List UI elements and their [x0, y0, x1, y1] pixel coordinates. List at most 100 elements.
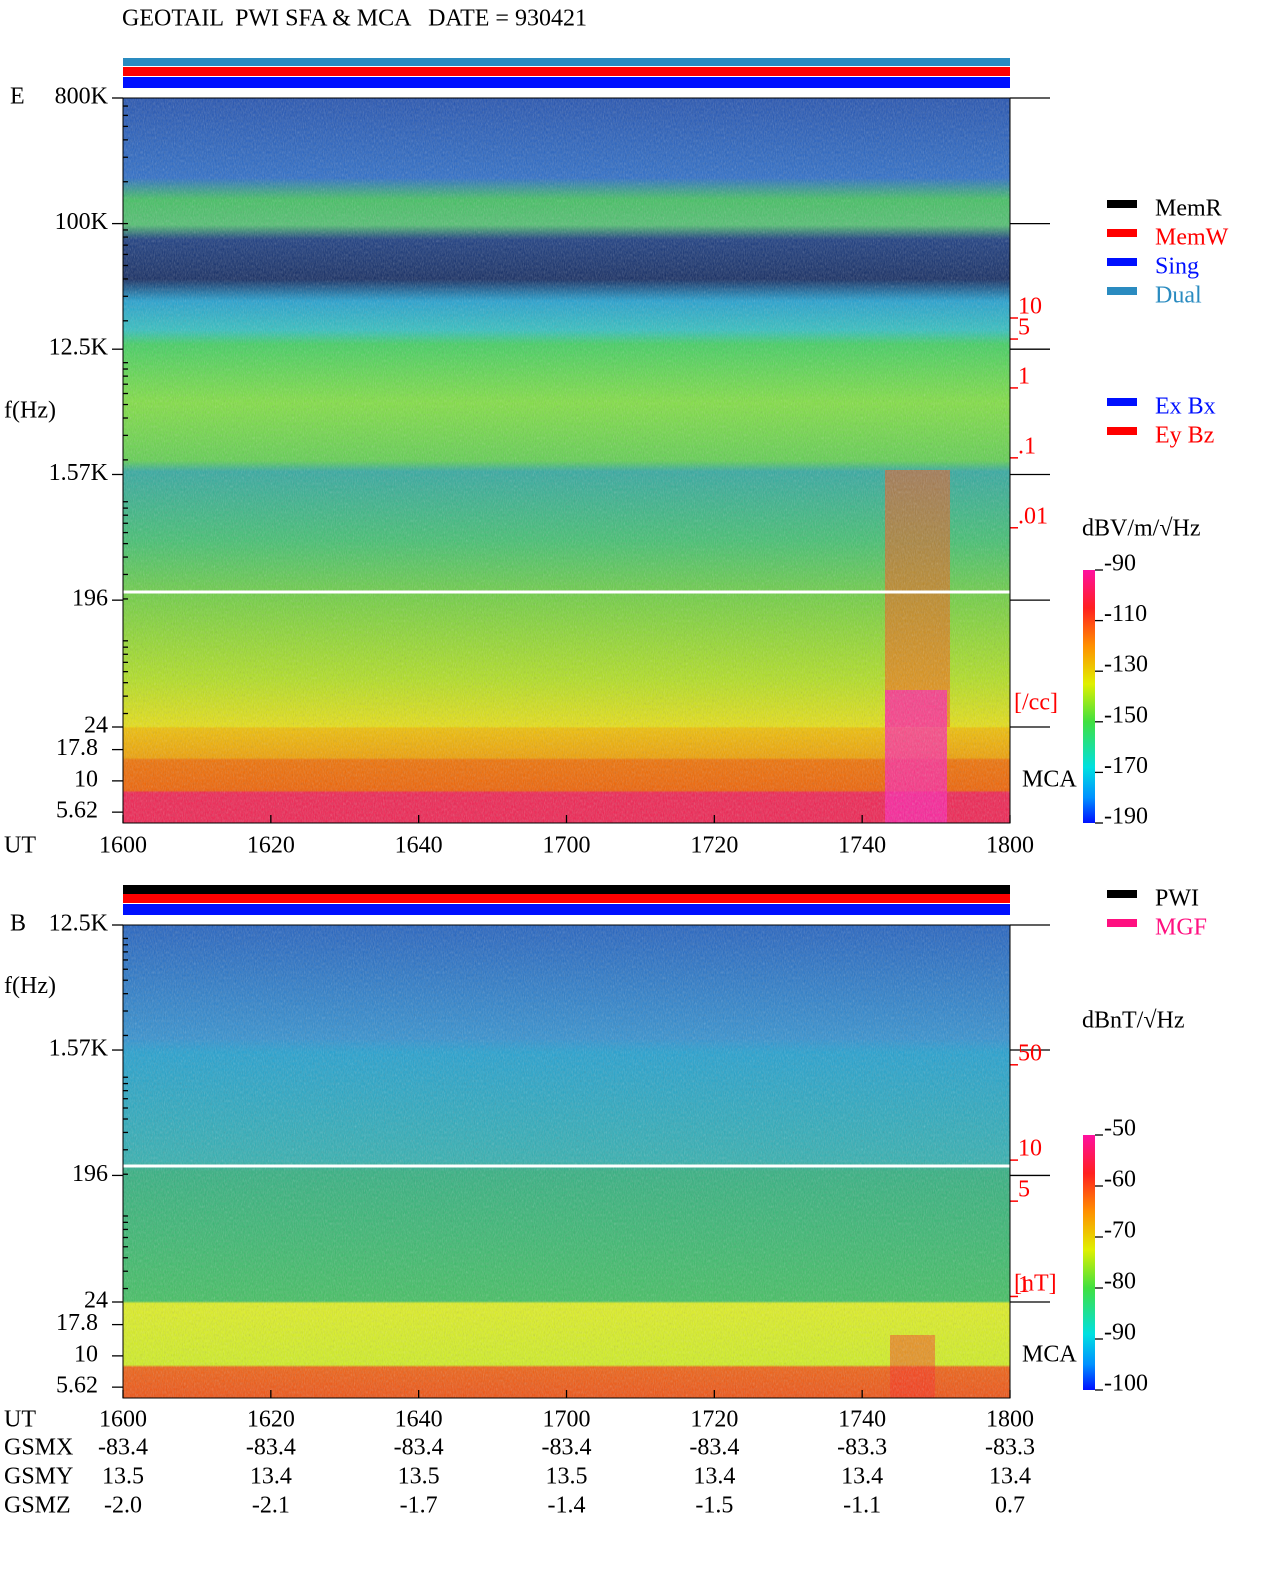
- colorbar-tick-label: -70: [1104, 1218, 1136, 1244]
- colorbar-tick-label: -50: [1104, 1116, 1136, 1142]
- y2-unit: [/cc]: [1014, 690, 1058, 716]
- colorbar-tick-label: -90: [1104, 1320, 1136, 1346]
- y2-tick-label: 10: [1018, 1136, 1042, 1162]
- orbit-value: -83.3: [985, 1435, 1035, 1461]
- legend-label: MemR: [1155, 196, 1222, 222]
- x-tick-label: 1800: [986, 1407, 1034, 1433]
- status-bar: [123, 894, 1010, 903]
- mca-tick-label: 5.62: [56, 798, 98, 824]
- plot-frame: [122, 97, 1011, 824]
- panel-label: B: [10, 911, 26, 937]
- spectrogram-texture: [123, 925, 1010, 1398]
- y-tick-label: 196: [72, 1161, 108, 1187]
- y-tick-label: 100K: [55, 209, 109, 235]
- panel-label: E: [10, 84, 25, 110]
- x-tick-label: 1600: [99, 833, 147, 859]
- orbit-value: -83.4: [542, 1435, 592, 1461]
- orbit-value: 13.5: [546, 1464, 588, 1490]
- orbit-value: -83.4: [246, 1435, 296, 1461]
- status-bar: [123, 77, 1010, 88]
- y2-tick-label: 5: [1018, 1177, 1030, 1203]
- colorbar-tick-label: -90: [1104, 551, 1136, 577]
- title: GEOTAIL PWI SFA & MCA DATE = 930421: [122, 6, 587, 32]
- x-tick-label: 1720: [690, 833, 738, 859]
- y2-tick-label: .01: [1018, 503, 1048, 529]
- y2-tick-label: 1: [1018, 363, 1030, 389]
- legend-swatch: [1107, 427, 1137, 435]
- x-tick-label: 1720: [690, 1407, 738, 1433]
- orbit-value: 13.4: [693, 1464, 735, 1490]
- x-tick-label: 1700: [543, 833, 591, 859]
- orbit-value: -1.7: [400, 1493, 438, 1519]
- mca-label: MCA: [1022, 1341, 1077, 1367]
- legend-label: MGF: [1155, 915, 1207, 941]
- y2-tick-label: 10: [1018, 293, 1042, 319]
- orbit-label: GSMY: [4, 1464, 73, 1490]
- x-tick-label: 1620: [247, 833, 295, 859]
- legend-label: Dual: [1155, 283, 1202, 309]
- status-bar: [123, 58, 1010, 66]
- legend-swatch: [1107, 229, 1137, 237]
- colorbar-unit: dBV/m/√Hz: [1082, 516, 1201, 542]
- colorbar-tick-label: -100: [1104, 1371, 1148, 1397]
- legend-swatch: [1107, 258, 1137, 266]
- status-bar: [123, 67, 1010, 76]
- x-axis-label: UT: [4, 1407, 36, 1433]
- x-axis-label: UT: [4, 833, 36, 859]
- mca-tick-label: 5.62: [56, 1373, 98, 1399]
- orbit-value: -83.4: [689, 1435, 739, 1461]
- y-tick-label: 800K: [55, 84, 109, 110]
- y-tick-label: 24: [84, 713, 108, 739]
- orbit-value: -2.0: [104, 1493, 142, 1519]
- x-tick-label: 1600: [99, 1407, 147, 1433]
- orbit-value: -2.1: [252, 1493, 290, 1519]
- legend-swatch: [1107, 919, 1137, 927]
- colorbar: [1083, 1135, 1095, 1390]
- x-tick-label: 1740: [838, 833, 886, 859]
- y-tick-label: 1.57K: [49, 1036, 109, 1062]
- y2-tick-label: 1: [1018, 1272, 1030, 1298]
- x-tick-label: 1700: [543, 1407, 591, 1433]
- y-tick-label: 196: [72, 586, 108, 612]
- orbit-label: GSMX: [4, 1435, 73, 1461]
- orbit-value: -1.1: [843, 1493, 881, 1519]
- orbit-value: -83.4: [394, 1435, 444, 1461]
- mca-tick-label: 10: [74, 1341, 98, 1367]
- orbit-value: -1.4: [548, 1493, 586, 1519]
- y-tick-label: 12.5K: [49, 335, 109, 361]
- y2-unit: [nT]: [1014, 1271, 1057, 1297]
- orbit-value: 13.5: [398, 1464, 440, 1490]
- spectrogram-texture: [123, 98, 1010, 823]
- legend-label: Ey Bz: [1155, 423, 1214, 449]
- orbit-value: 13.4: [989, 1464, 1031, 1490]
- legend-swatch: [1107, 890, 1137, 898]
- orbit-value: 13.5: [102, 1464, 144, 1490]
- x-tick-label: 1620: [247, 1407, 295, 1433]
- legend-label: Ex Bx: [1155, 394, 1216, 420]
- colorbar-tick-label: -150: [1104, 702, 1148, 728]
- mca-tick-label: 17.8: [56, 735, 98, 761]
- legend-label: Sing: [1155, 254, 1199, 280]
- status-bar: [123, 885, 1010, 894]
- orbit-value: 13.4: [841, 1464, 883, 1490]
- mca-label: MCA: [1022, 766, 1077, 792]
- x-tick-label: 1640: [395, 1407, 443, 1433]
- y-axis-label: f(Hz): [4, 397, 56, 423]
- legend-swatch: [1107, 398, 1137, 406]
- legend-label: MemW: [1155, 225, 1229, 251]
- colorbar-tick-label: -170: [1104, 753, 1148, 779]
- y-tick-label: 12.5K: [49, 911, 109, 937]
- y2-tick-label: 50: [1018, 1040, 1042, 1066]
- orbit-value: 13.4: [250, 1464, 292, 1490]
- orbit-value: 0.7: [995, 1493, 1025, 1519]
- colorbar-tick-label: -110: [1104, 601, 1147, 627]
- orbit-value: -1.5: [695, 1493, 733, 1519]
- colorbar-tick-label: -60: [1104, 1167, 1136, 1193]
- x-tick-label: 1640: [395, 833, 443, 859]
- x-tick-label: 1740: [838, 1407, 886, 1433]
- colorbar-unit: dBnT/√Hz: [1082, 1008, 1185, 1034]
- plot-frame: [122, 924, 1011, 1399]
- y2-tick-label: .1: [1018, 433, 1036, 459]
- x-tick-label: 1800: [986, 833, 1034, 859]
